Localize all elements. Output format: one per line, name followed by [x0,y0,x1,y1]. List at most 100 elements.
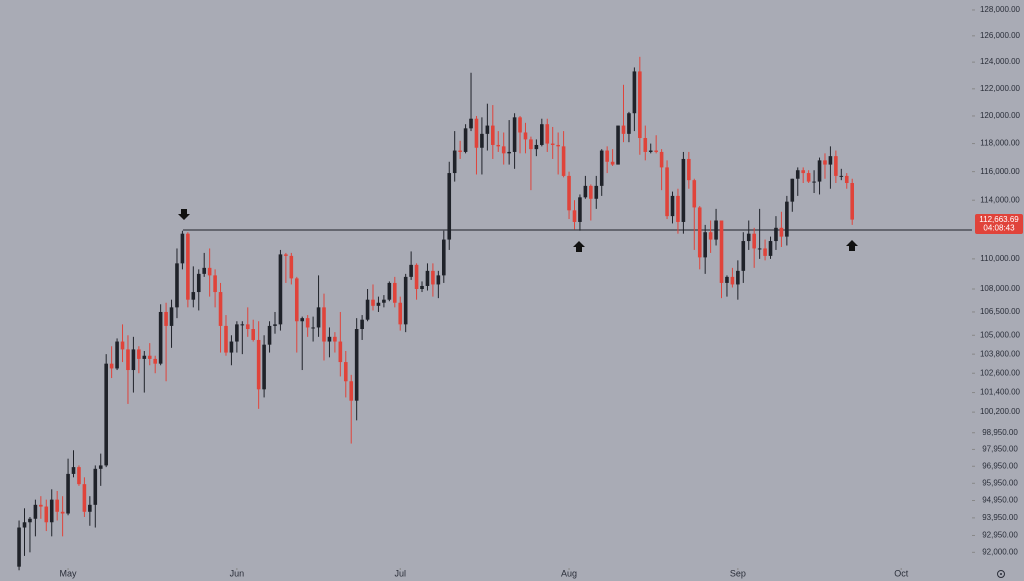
candle-body [420,285,424,290]
candle-body [164,311,168,326]
candle-body [632,71,637,114]
candle-body [703,232,707,258]
candle-body [687,158,691,181]
countdown: 04:08:43 [983,224,1015,233]
candle-body [186,233,190,300]
candle-body [725,276,729,283]
candle-body [322,307,326,342]
y-tick-label: 100,200.00 [980,407,1021,416]
price-label: 112,663.69 04:08:43 [975,214,1023,234]
last-price: 112,663.69 [979,215,1019,224]
settings-icon[interactable] [997,570,1005,578]
y-tick-label: 126,000.00 [980,31,1021,40]
x-tick-label: May [60,568,78,578]
y-tick-label: 103,800.00 [980,349,1021,358]
candle-body [338,341,343,363]
candle-body [828,156,833,165]
candle-body [610,161,615,165]
candle-body [137,349,141,359]
candle-body [469,118,473,129]
y-tick-label: 118,000.00 [980,139,1020,148]
candle-body [763,248,767,256]
candle-body [33,504,38,519]
candle-body [714,220,718,240]
candle-body [501,146,506,154]
y-tick-label: 114,000.00 [980,195,1020,204]
y-tick-label: 102,600.00 [980,368,1021,377]
candle-body [44,506,49,523]
candle-body [235,324,239,342]
candle-body [262,344,266,390]
candle-body [66,473,70,514]
candle-body [518,117,522,133]
candle-body [681,158,686,222]
candle-body [360,319,364,330]
candle-body [273,324,277,326]
candle-body [790,178,795,202]
candle-body [485,125,490,134]
candle-body [436,275,441,285]
candle-body [278,254,283,325]
candle-body [507,151,511,154]
candle-body [196,273,201,293]
y-tick-label: 105,000.00 [980,330,1021,339]
candle-body [839,175,844,177]
plot-area [17,9,975,571]
arrow-up [573,241,585,252]
y-tick-label: 94,950.00 [982,496,1018,505]
candle-body [774,227,778,242]
candle-body [365,299,370,320]
candle-body [213,275,217,293]
y-tick-label: 97,950.00 [982,445,1018,454]
candle-body [752,233,756,249]
y-tick-label: 128,000.00 [980,5,1021,14]
candle-body [202,267,207,274]
candle-body [741,241,746,271]
candle-body [256,339,261,390]
candle-body [545,124,550,144]
arrow-down [178,209,190,220]
y-tick-label: 106,500.00 [980,307,1021,316]
candle-body [120,341,125,350]
candle-body [229,341,234,353]
candle-body [589,185,593,199]
y-tick-label: 95,950.00 [982,478,1018,487]
candle-body [251,329,256,340]
candle-body [746,233,751,242]
candle-body [850,183,855,220]
candle-body [93,468,98,505]
candle-body [153,358,157,364]
candle-body [768,241,773,256]
candle-body [452,150,457,174]
candle-body [300,318,305,322]
y-tick-label: 120,000.00 [980,111,1021,120]
candle-body [844,175,849,184]
candle-body [147,355,152,359]
candle-body [627,113,631,134]
candle-body [191,292,196,300]
candle-body [425,270,430,286]
candle-body [398,302,403,325]
candle-body [736,270,740,285]
y-tick-label: 92,950.00 [982,531,1018,540]
candle-body [480,133,484,148]
candle-body [354,329,359,401]
candle-body [692,180,697,208]
candle-body [697,207,702,258]
y-tick-label: 110,000.00 [980,254,1020,263]
x-tick-label: Oct [894,568,909,578]
candle-body [180,233,185,264]
y-tick-label: 101,400.00 [980,388,1021,397]
candle-body [327,336,332,342]
candle-body [638,71,642,139]
candle-body [169,307,174,326]
candle-body [785,201,789,237]
candle-body [22,522,27,528]
candle-body [104,363,108,466]
candle-body [496,144,501,147]
candle-body [333,336,337,342]
candle-body [294,278,299,322]
candle-body [491,125,495,145]
candle-body [289,255,294,279]
